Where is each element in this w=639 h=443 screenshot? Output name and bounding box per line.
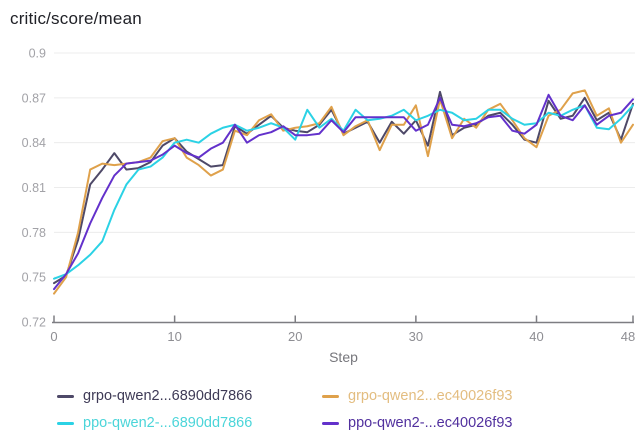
legend-item-grpo-6890dd7866[interactable]: grpo-qwen2...6890dd7866 [57,388,252,404]
x-tick-label: 40 [529,329,543,344]
y-tick-label: 0.75 [22,271,46,285]
y-tick-label: 0.78 [22,226,46,240]
y-tick-label: 0.72 [22,316,46,330]
chart-title: critic/score/mean [10,9,142,28]
legend-swatch-orange [322,394,339,398]
x-tick-label: 20 [288,329,302,344]
legend-swatch-purple [322,421,339,425]
legend-item-grpo-ec40026f93[interactable]: grpo-qwen2...ec40026f93 [322,388,512,404]
legend-label: grpo-qwen2...ec40026f93 [348,388,513,404]
legend-label: grpo-qwen2...6890dd7866 [83,388,253,404]
legend-swatch-slate [57,394,74,398]
x-tick-label: 48 [621,329,635,344]
x-axis-title: Step [329,349,358,365]
series-line-3[interactable] [53,93,634,291]
x-tick-label: 0 [50,329,57,344]
x-tick-label: 10 [167,329,181,344]
y-tick-label: 0.81 [22,181,46,195]
y-tick-label: 0.87 [22,91,46,105]
y-tick-label: 0.84 [22,136,46,150]
legend-item-ppo-ec40026f93[interactable]: ppo-qwen2-...ec40026f93 [322,415,512,431]
legend-label: ppo-qwen2-...ec40026f93 [348,415,513,431]
legend-label: ppo-qwen2-...6890dd7866 [83,415,253,431]
legend-item-ppo-6890dd7866[interactable]: ppo-qwen2-...6890dd7866 [57,415,252,431]
x-tick-label: 30 [409,329,423,344]
y-tick-label: 0.9 [29,47,46,61]
legend-swatch-cyan [57,421,74,425]
series-line-1[interactable] [53,89,634,295]
